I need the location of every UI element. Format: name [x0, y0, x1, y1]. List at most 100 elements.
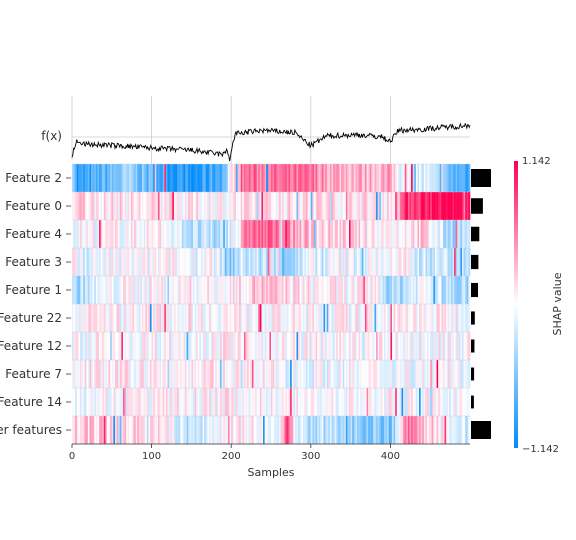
heatmap-cell [385, 192, 388, 220]
heatmap-cell [444, 360, 447, 388]
heatmap-cell [114, 416, 117, 444]
heatmap-cell [92, 276, 95, 304]
heatmap-cell [366, 164, 369, 192]
heatmap-cell [442, 192, 445, 220]
heatmap-cell [110, 416, 113, 444]
heatmap-cell [401, 360, 404, 388]
heatmap-cell [204, 416, 207, 444]
heatmap-cell [164, 220, 167, 248]
heatmap-cell [89, 164, 92, 192]
heatmap-cell [113, 304, 116, 332]
heatmap-cell [353, 248, 356, 276]
heatmap-cell [119, 304, 122, 332]
heatmap-cell [458, 220, 461, 248]
heatmap-cell [341, 220, 343, 248]
heatmap-cell [377, 192, 380, 220]
heatmap-cell [226, 276, 229, 304]
heatmap-cell [137, 164, 140, 192]
heatmap-cell [339, 332, 342, 360]
heatmap-cell [183, 332, 186, 360]
heatmap-cell [103, 276, 106, 304]
heatmap-cell [419, 304, 421, 332]
heatmap-cell [393, 248, 396, 276]
heatmap-cell [263, 332, 265, 360]
heatmap-cell [288, 248, 291, 276]
heatmap-cell [78, 416, 81, 444]
heatmap-cell [180, 304, 183, 332]
heatmap-cell [313, 360, 316, 388]
heatmap-cell [167, 248, 170, 276]
heatmap-cell [325, 304, 328, 332]
x-tick-label: 300 [301, 451, 320, 462]
heatmap-cell [134, 360, 136, 388]
heatmap-cell [86, 248, 89, 276]
heatmap-cell [404, 360, 407, 388]
heatmap-cell [334, 388, 337, 416]
heatmap-cell [425, 220, 428, 248]
heatmap-cell [403, 248, 406, 276]
heatmap-cell [339, 304, 342, 332]
heatmap-cell [444, 164, 447, 192]
heatmap-cell [419, 276, 421, 304]
heatmap-cell [342, 332, 345, 360]
heatmap-cell [438, 304, 441, 332]
heatmap-cell [301, 192, 304, 220]
heatmap-cell [347, 248, 350, 276]
heatmap-cell [159, 360, 162, 388]
heatmap-cell [423, 360, 426, 388]
heatmap-cell [145, 416, 148, 444]
heatmap-cell [352, 388, 355, 416]
heatmap-cell [428, 360, 431, 388]
heatmap-cell [288, 192, 291, 220]
heatmap-cell [455, 276, 458, 304]
heatmap-cell [94, 332, 97, 360]
heatmap-cell [245, 192, 248, 220]
heatmap-cell [178, 192, 181, 220]
heatmap-cell [119, 276, 122, 304]
heatmap-cell [296, 304, 299, 332]
heatmap-cell [336, 164, 339, 192]
heatmap-cell [239, 304, 242, 332]
heatmap-cell [226, 192, 229, 220]
heatmap-cell [379, 388, 382, 416]
heatmap-cell [261, 360, 264, 388]
heatmap-cell [200, 388, 203, 416]
heatmap-cell [278, 416, 281, 444]
heatmap-cell [232, 276, 235, 304]
heatmap-cell [192, 248, 195, 276]
heatmap-cell [253, 304, 256, 332]
heatmap-cell [387, 332, 390, 360]
heatmap-cell [143, 248, 146, 276]
heatmap-cell [153, 164, 156, 192]
heatmap-cell [447, 388, 450, 416]
heatmap-cell [278, 360, 281, 388]
feature-label: Sum of 491 other features [0, 423, 62, 437]
heatmap-cell [202, 304, 205, 332]
heatmap-cell [122, 276, 125, 304]
heatmap-cell [196, 248, 199, 276]
heatmap-cell [358, 360, 361, 388]
heatmap-cell [403, 332, 406, 360]
heatmap-cell [162, 332, 165, 360]
heatmap-cell [274, 248, 277, 276]
heatmap-cell [253, 360, 256, 388]
heatmap-cell [412, 360, 415, 388]
heatmap-cell [412, 332, 415, 360]
heatmap-cell [154, 304, 157, 332]
heatmap-cell [309, 164, 312, 192]
heatmap-cell [250, 164, 253, 192]
heatmap-cell [73, 164, 76, 192]
heatmap-cell [86, 332, 89, 360]
heatmap-cell [256, 416, 259, 444]
heatmap-cell [135, 388, 138, 416]
heatmap-cell [94, 276, 97, 304]
heatmap-cell [132, 332, 135, 360]
heatmap-cell [183, 192, 186, 220]
heatmap-cell [291, 416, 294, 444]
heatmap-cell [309, 276, 312, 304]
heatmap-cell [95, 248, 98, 276]
heatmap-cell [317, 276, 320, 304]
heatmap-cell [374, 332, 377, 360]
heatmap-cell [420, 304, 423, 332]
heatmap-cell [102, 248, 105, 276]
